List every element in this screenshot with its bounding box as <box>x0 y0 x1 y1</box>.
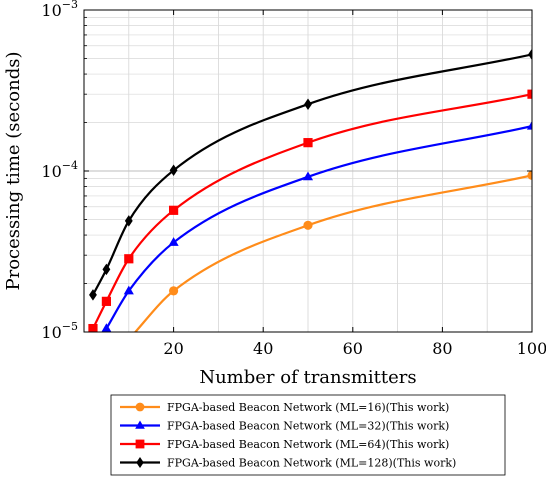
series-line <box>91 93 532 330</box>
series-triangle <box>101 120 532 332</box>
legend-item: FPGA-based Beacon Network (ML=16)(This w… <box>120 401 449 414</box>
data-point <box>124 335 133 344</box>
data-point <box>527 170 532 180</box>
data-point <box>89 289 97 301</box>
data-point <box>303 138 313 148</box>
data-point <box>135 402 145 412</box>
data-point <box>101 296 111 306</box>
data-point <box>101 323 112 332</box>
data-point <box>169 205 179 215</box>
y-tick-label: 10−3 <box>41 0 78 20</box>
data-point <box>102 263 111 276</box>
series-diamond <box>89 48 532 301</box>
series-line <box>105 125 532 330</box>
legend-box <box>110 394 506 476</box>
x-tick-label: 40 <box>253 339 273 358</box>
x-tick-label: 60 <box>343 339 363 358</box>
legend-item: FPGA-based Beacon Network (ML=128)(This … <box>120 457 456 470</box>
data-point <box>124 254 134 264</box>
data-point <box>528 48 532 61</box>
y-axis-label: Processing time (seconds) <box>3 52 24 291</box>
series-circle <box>124 170 532 344</box>
series-clip-group <box>88 48 532 344</box>
series-line <box>133 174 532 332</box>
data-point <box>302 171 314 181</box>
data-point <box>168 237 179 246</box>
data-point <box>303 220 313 230</box>
series-group <box>88 48 532 344</box>
data-point <box>169 164 178 177</box>
data-point <box>88 323 98 332</box>
data-point <box>124 215 133 227</box>
data-point <box>304 98 312 110</box>
y-tick-label: 10−4 <box>41 159 78 181</box>
legend-item: FPGA-based Beacon Network (ML=32)(This w… <box>120 420 449 433</box>
legend-label: FPGA-based Beacon Network (ML=16)(This w… <box>167 401 449 414</box>
data-point <box>123 285 134 295</box>
x-tick-label: 80 <box>432 339 452 358</box>
data-point <box>135 439 145 449</box>
grid <box>84 9 532 332</box>
data-point <box>527 89 532 99</box>
x-tick-label: 100 <box>517 339 546 358</box>
legend-label: FPGA-based Beacon Network (ML=32)(This w… <box>167 420 449 433</box>
legend-item: FPGA-based Beacon Network (ML=64)(This w… <box>120 438 449 451</box>
legend-label: FPGA-based Beacon Network (ML=128)(This … <box>167 457 456 470</box>
legend-label: FPGA-based Beacon Network (ML=64)(This w… <box>167 438 449 451</box>
x-axis-label: Number of transmitters <box>199 367 416 388</box>
data-point <box>526 120 532 130</box>
axis-ticks: 20 40 60 80 100 10−5 10−4 10−3 <box>41 0 546 358</box>
y-tick-label: 10−5 <box>41 320 78 342</box>
legend: FPGA-based Beacon Network (ML=16)(This w… <box>110 394 506 476</box>
series-square <box>88 89 532 332</box>
data-point <box>135 420 145 429</box>
x-tick-label: 20 <box>163 339 183 358</box>
data-point <box>169 286 179 296</box>
data-point <box>136 457 144 468</box>
